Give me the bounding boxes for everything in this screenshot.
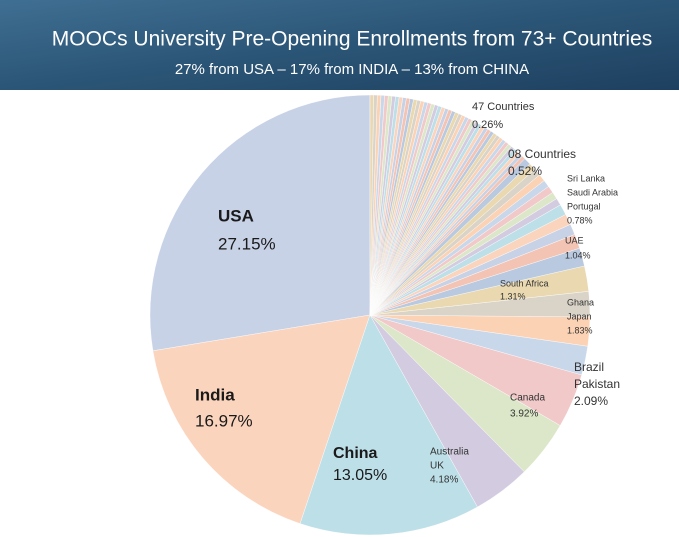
pie-slice (299, 314, 478, 536)
value-label: 1.83% (567, 325, 593, 335)
value-label: 16.97% (195, 411, 253, 430)
slice-label: Ghana (567, 297, 594, 307)
slice-label: Sri Lanka (567, 173, 605, 183)
slice-label: Saudi Arabia (567, 187, 618, 197)
slice-label: Japan (567, 311, 592, 321)
value-label: 0.78% (567, 215, 593, 225)
slice-label: 47 Countries (472, 101, 535, 113)
pie-slice (152, 314, 371, 524)
slice-label: South Africa (500, 278, 549, 288)
value-label: 2.09% (574, 394, 608, 408)
slice-label: USA (218, 206, 254, 225)
slice-label: China (333, 445, 378, 462)
labels: USA 27.15% India 16.97% China 13.05% Australia… (195, 101, 620, 486)
pie-slice (369, 94, 374, 316)
value-label: 3.92% (510, 409, 538, 420)
pie (149, 94, 591, 536)
chart-title: MOOCs University Pre-Opening Enrollments… (52, 28, 652, 51)
slice-label: UAE (565, 235, 584, 245)
slice-label: India (195, 385, 235, 404)
value-label: 0.26% (472, 119, 503, 131)
value-label: 27.15% (218, 234, 276, 253)
slice-label: UK (430, 461, 444, 472)
header-banner (0, 0, 679, 90)
value-label: 0.52% (508, 164, 542, 178)
slice-label: Portugal (567, 201, 601, 211)
value-label: 4.18% (430, 475, 458, 486)
slice-label: Australia (430, 447, 469, 458)
slice-label: 08 Countries (508, 147, 576, 161)
slice-label: Canada (510, 393, 545, 404)
slice-label: Pakistan (574, 377, 620, 391)
slice-label: Brazil (574, 360, 604, 374)
value-label: 13.05% (333, 467, 387, 484)
value-label: 1.04% (565, 250, 591, 260)
value-label: 1.31% (500, 291, 526, 301)
chart-subtitle: 27% from USA – 17% from INDIA – 13% from… (175, 61, 529, 78)
pie-slice (149, 94, 371, 352)
